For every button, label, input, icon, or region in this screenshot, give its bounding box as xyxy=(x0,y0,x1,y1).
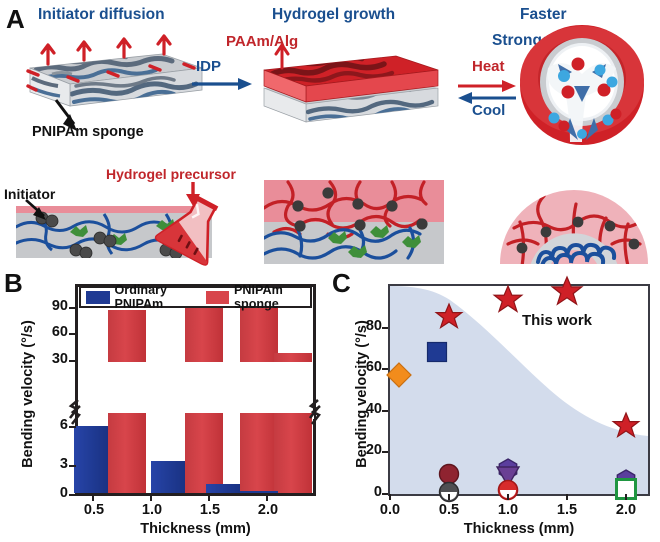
panel-a-label-pnipam-sponge: PNIPAm sponge xyxy=(32,124,144,140)
bar-sponge-upper-1 xyxy=(185,302,223,362)
precursor-flask-icon xyxy=(154,195,219,266)
interpenetrating-network-schematic xyxy=(264,180,444,264)
panel-c-xtickmark-0 xyxy=(389,494,392,500)
panel-b-y-axis-title: Bending velocity (°/s) xyxy=(20,320,36,468)
panel-c-ytick-60: 60 xyxy=(365,359,382,375)
panel-b-right-axis xyxy=(313,284,316,496)
heat-label: Heat xyxy=(472,58,505,75)
panel-c-xtick-label-4: 2.0 xyxy=(615,502,637,518)
bar-ordinary-2 xyxy=(206,484,244,494)
panel-b-ytick-3: 3 xyxy=(59,456,68,472)
panel-c-ytickmark-40 xyxy=(382,410,388,413)
panel-c-plot-area: This work xyxy=(386,275,650,503)
panel-c-ytick-0: 0 xyxy=(373,484,382,500)
panel-a-heading-hydrogel-growth: Hydrogel growth xyxy=(272,6,396,23)
panel-c-xtick-label-1: 0.5 xyxy=(438,502,460,518)
panel-b-ytickmark-6 xyxy=(69,426,76,429)
panel-b-ytickmark-30 xyxy=(69,360,76,363)
panel-c-xtickmark-4 xyxy=(625,494,628,500)
hydrogel-growth-bilayer-illustration xyxy=(263,43,439,123)
bar-sponge-upper-2 xyxy=(240,298,278,362)
panel-b-legend: Ordinary PNIPAm PNIPAm sponge xyxy=(79,283,312,311)
panel-b-top-axis xyxy=(75,284,316,287)
panel-a-heading-faster: Faster xyxy=(520,6,567,23)
panel-b-xtickmark-1 xyxy=(150,494,153,501)
panel-c-ytickmark-20 xyxy=(382,451,388,454)
panel-b-xtickmark-2 xyxy=(208,494,211,501)
panel-b-plot-area: Ordinary PNIPAm PNIPAm sponge xyxy=(74,283,316,496)
legend-swatch-ordinary-pnipam xyxy=(86,290,110,304)
hydrogel-precursor-label: Hydrogel precursor xyxy=(106,166,236,182)
panel-b-xtickmark-0 xyxy=(92,494,95,501)
panel-c-this-work-annotation: This work xyxy=(522,312,593,329)
legend-label-ordinary-pnipam: Ordinary PNIPAm xyxy=(114,283,168,311)
panel-b-ytickmark-0 xyxy=(69,494,76,497)
panel-b-xtick-label-3: 2.0 xyxy=(257,502,279,518)
panel-c-letter: C xyxy=(332,268,351,298)
panel-b: B Bending velocity (°/s) Ordinary PN xyxy=(0,266,330,542)
panel-b-ytick-0: 0 xyxy=(59,485,68,501)
panel-a-letter: A xyxy=(6,4,25,34)
panel-b-y-axis xyxy=(75,284,78,496)
bar-ordinary-3c xyxy=(240,491,278,494)
legend-swatch-pnipam-sponge xyxy=(205,290,230,304)
panel-b-axis-break-left-icon xyxy=(68,399,81,425)
panel-c-x-axis-title: Thickness (mm) xyxy=(463,521,575,537)
panel-b-ytick-60: 60 xyxy=(51,324,68,340)
panel-c-xtick-label-0: 0.0 xyxy=(379,502,401,518)
bar-sponge-lower-3 xyxy=(274,413,312,494)
panel-a-heading-initiator-diffusion: Initiator diffusion xyxy=(38,6,165,23)
panel-b-x-axis xyxy=(75,493,316,496)
panel-c-xtick-label-2: 1.0 xyxy=(497,502,519,518)
panel-b-ytickmark-60 xyxy=(69,333,76,336)
panel-c-ytick-80: 80 xyxy=(365,318,382,334)
bar-sponge-upper-3 xyxy=(274,353,312,362)
bar-sponge-upper-0 xyxy=(108,310,146,362)
panel-b-ytickmark-90 xyxy=(69,307,76,310)
bar-ordinary-1 xyxy=(151,461,189,494)
panel-b-xtick-label-1: 1.0 xyxy=(141,502,163,518)
pnipam-sponge-pointer-arrow xyxy=(54,99,77,131)
bar-sponge-lower-2 xyxy=(240,413,278,494)
cool-arrow-icon xyxy=(458,92,516,104)
panel-c-xtick-label-3: 1.5 xyxy=(556,502,578,518)
idp-arrow-icon xyxy=(192,78,252,90)
bar-sponge-lower-1 xyxy=(185,413,223,494)
panel-b-axis-break-right-icon xyxy=(308,399,321,425)
panel-b-ytick-6: 6 xyxy=(59,417,68,433)
bent-bilayer-dome-schematic xyxy=(500,190,648,264)
panel-b-ytickmark-3 xyxy=(69,465,76,468)
bar-sponge-lower-0 xyxy=(108,413,146,494)
bar-ordinary-0 xyxy=(74,426,112,494)
panel-b-ytick-30: 30 xyxy=(51,351,68,367)
heat-arrow-icon xyxy=(458,80,516,92)
panel-b-xtickmark-3 xyxy=(266,494,269,501)
panel-c-ytickmark-60 xyxy=(382,368,388,371)
panel-c-xtickmark-1 xyxy=(448,494,451,500)
cool-label: Cool xyxy=(472,102,506,119)
panel-c-xtickmark-3 xyxy=(566,494,569,500)
legend-label-pnipam-sponge: PNIPAm sponge xyxy=(234,283,283,311)
panel-b-ytick-90: 90 xyxy=(51,298,68,314)
panel-c-ytickmark-0 xyxy=(382,493,388,496)
idp-label: IDP xyxy=(196,58,222,75)
panel-c: C Bending velocity (°/s) xyxy=(330,266,660,542)
panel-b-xtick-label-0: 0.5 xyxy=(83,502,105,518)
panel-c-ytick-40: 40 xyxy=(365,401,382,417)
panel-a: A Initiator diffusion Hydrogel growth Fa… xyxy=(0,0,660,268)
panel-b-xtick-label-2: 1.5 xyxy=(199,502,221,518)
panel-b-x-axis-title: Thickness (mm) xyxy=(140,521,251,537)
panel-b-letter: B xyxy=(4,268,23,298)
pnipam-sponge-slab-illustration xyxy=(26,34,203,107)
panel-c-ytickmark-80 xyxy=(382,327,388,330)
panel-c-ytick-20: 20 xyxy=(365,442,382,458)
initiator-label: Initiator xyxy=(4,186,56,202)
rolled-hydrogel-tube-illustration xyxy=(520,25,644,145)
panel-c-xtickmark-2 xyxy=(507,494,510,500)
